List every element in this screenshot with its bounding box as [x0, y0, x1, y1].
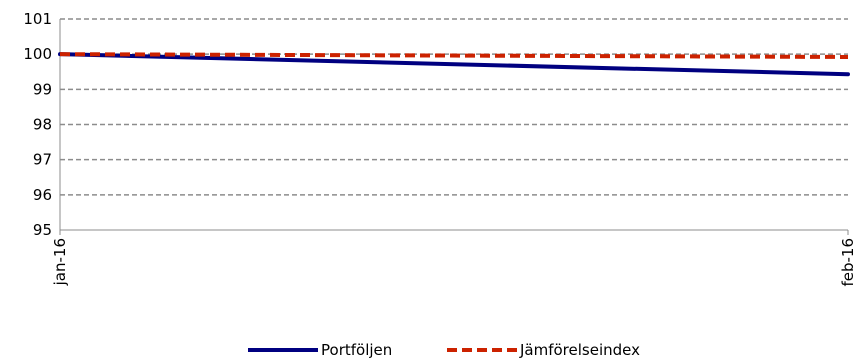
y-tick-label: 99	[33, 80, 52, 98]
legend-label: Jämförelseindex	[519, 341, 640, 359]
y-tick-label: 96	[33, 186, 52, 204]
y-tick-label: 97	[33, 151, 52, 169]
series-line-1	[58, 52, 850, 77]
y-tick-label: 100	[23, 45, 52, 63]
legend: Portföljen Jämförelseindex	[248, 341, 640, 359]
series-lines	[58, 52, 850, 77]
legend-label: Portföljen	[321, 341, 392, 359]
y-tick-label: 101	[23, 10, 52, 28]
x-tick-label: feb-16	[839, 238, 854, 287]
y-tick-labels: 95 96 97 98 99 100 101	[23, 10, 52, 239]
gridlines	[60, 18, 848, 196]
x-tick-label: jan-16	[51, 238, 69, 286]
x-tick-labels: jan-16 feb-16	[51, 230, 854, 287]
y-tick-label: 95	[33, 221, 52, 239]
y-tick-label: 98	[33, 116, 52, 134]
series-line-2	[59, 52, 849, 59]
